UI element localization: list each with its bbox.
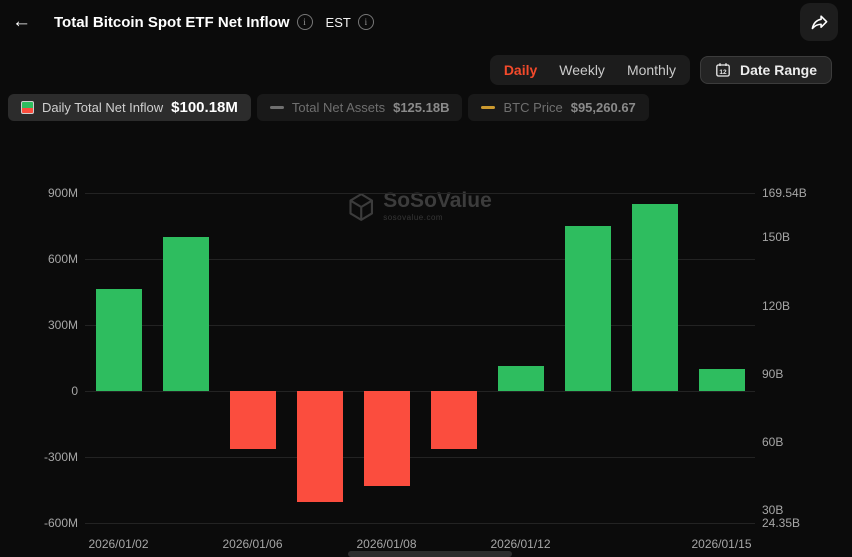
legend-label: Total Net Assets xyxy=(291,100,386,115)
inflow-bar-positive[interactable] xyxy=(162,237,209,391)
legend-value: $95,260.67 xyxy=(570,100,636,115)
left-axis-label: 0 xyxy=(71,384,78,398)
legend-btc-price[interactable]: BTC Price $95,260.67 xyxy=(468,94,649,121)
inflow-bar-negative[interactable] xyxy=(430,391,477,450)
x-axis-label: 2026/01/08 xyxy=(356,537,417,551)
inflow-bar-negative[interactable] xyxy=(296,391,343,503)
right-axis-label: 169.54B xyxy=(762,186,807,200)
right-axis-label: 120B xyxy=(762,298,791,313)
inflow-bar-negative[interactable] xyxy=(363,391,410,486)
inflow-bar-negative[interactable] xyxy=(229,391,276,450)
page-title: Total Bitcoin Spot ETF Net Inflow xyxy=(54,13,290,31)
right-axis-label: 24.35B xyxy=(762,516,801,530)
left-axis-label: -300M xyxy=(43,450,78,464)
inflow-bar-positive[interactable] xyxy=(631,204,678,391)
watermark-domain: sosovalue.com xyxy=(383,213,444,223)
inflow-bar-positive[interactable] xyxy=(95,288,142,391)
tab-monthly[interactable]: Monthly xyxy=(616,58,687,82)
tab-weekly[interactable]: Weekly xyxy=(548,58,616,82)
chart-controls: Daily Weekly Monthly 12 Date Range xyxy=(489,55,832,85)
right-axis-label: 150B xyxy=(762,230,791,245)
inflow-bar-positive[interactable] xyxy=(698,368,745,391)
x-axis-label: 2026/01/02 xyxy=(88,537,149,551)
interval-tabs: Daily Weekly Monthly xyxy=(489,55,690,85)
inflow-bar-positive[interactable] xyxy=(497,365,544,391)
legend-label: BTC Price xyxy=(503,100,563,115)
date-range-label: Date Range xyxy=(739,62,817,78)
calendar-icon: 12 xyxy=(715,62,731,78)
legend-label: Daily Total Net Inflow xyxy=(42,100,164,115)
tab-daily[interactable]: Daily xyxy=(493,58,548,82)
left-axis-label: -600M xyxy=(43,516,78,530)
svg-text:12: 12 xyxy=(719,69,727,76)
title-info-icon[interactable]: i xyxy=(296,14,313,30)
series-legend: Daily Total Net Inflow $100.18M Total Ne… xyxy=(8,94,649,121)
legend-value: $100.18M xyxy=(171,99,238,116)
yellow-dash-icon xyxy=(481,106,496,109)
x-axis-label: 2026/01/15 xyxy=(691,537,752,551)
horizontal-scrollbar[interactable] xyxy=(348,551,512,557)
topbar: ← Total Bitcoin Spot ETF Net Inflow i ES… xyxy=(0,0,852,44)
gridline xyxy=(85,193,755,194)
sosovalue-logo-icon xyxy=(348,192,374,222)
x-axis-label: 2026/01/12 xyxy=(490,537,551,551)
legend-total-net-assets[interactable]: Total Net Assets $125.18B xyxy=(256,94,463,121)
inflow-bar-positive[interactable] xyxy=(564,226,611,391)
gridline xyxy=(85,457,755,458)
share-icon xyxy=(810,13,829,32)
watermark: SoSoValue sosovalue.com xyxy=(348,189,492,222)
right-axis-label: 90B xyxy=(762,366,784,381)
timezone-info-icon[interactable]: i xyxy=(357,14,374,30)
left-axis-label: 900M xyxy=(47,186,78,200)
right-axis-label: 60B xyxy=(762,434,784,449)
left-axis-label: 600M xyxy=(47,252,78,266)
gridline xyxy=(85,523,755,524)
x-axis-label: 2026/01/06 xyxy=(222,537,283,551)
legend-value: $125.18B xyxy=(393,100,450,115)
watermark-name: SoSoValue xyxy=(383,189,492,212)
grey-dash-icon xyxy=(269,106,284,109)
plot-area: SoSoValue sosovalue.com xyxy=(85,189,755,524)
legend-daily-net-inflow[interactable]: Daily Total Net Inflow $100.18M xyxy=(8,94,251,121)
left-axis-label: 300M xyxy=(47,318,78,332)
share-button[interactable] xyxy=(800,3,838,41)
back-arrow-icon[interactable]: ← xyxy=(8,11,34,33)
timezone-label: EST xyxy=(325,14,351,30)
gridline xyxy=(85,391,755,392)
date-range-button[interactable]: 12 Date Range xyxy=(699,56,832,84)
right-axis-label: 30B xyxy=(762,503,784,518)
green-red-bar-icon xyxy=(21,101,34,114)
